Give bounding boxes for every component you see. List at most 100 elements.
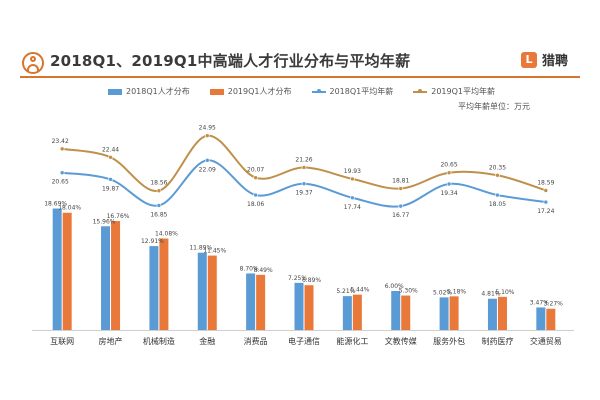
bar-label-2018-7: 6.00% — [385, 283, 404, 290]
salary-label-2018-5: 19.37 — [295, 190, 312, 197]
bar-2018-7 — [391, 291, 401, 330]
salary-label-2019-4: 20.07 — [247, 167, 264, 174]
person-icon-head — [30, 56, 36, 62]
legend-item-bar2018: 2018Q1人才分布 — [108, 86, 190, 97]
category-label-7: 文教传媒 — [385, 336, 417, 346]
salary-point-2018-9 — [495, 192, 500, 198]
brand-logo: L 猎聘 — [521, 50, 568, 69]
bar-2019-2 — [159, 238, 169, 330]
category-label-0: 互联网 — [50, 337, 74, 346]
bar-label-2019-3: 11.45% — [203, 248, 226, 255]
salary-point-2019-4 — [253, 175, 258, 181]
salary-label-2019-8: 20.65 — [440, 162, 457, 169]
bar-2018-0 — [52, 208, 62, 330]
bar-2018-1 — [101, 226, 111, 330]
bar-2019-5 — [304, 285, 314, 330]
bar-2019-3 — [207, 255, 217, 330]
legend-label-bar2019: 2019Q1人才分布 — [227, 87, 292, 96]
bar-2019-1 — [111, 221, 121, 330]
salary-point-2019-3 — [204, 133, 210, 138]
bar-label-2018-3: 11.89% — [189, 245, 212, 252]
salary-label-2019-10: 18.59 — [537, 179, 554, 186]
bar-2019-4 — [256, 274, 266, 330]
category-label-3: 金融 — [199, 336, 215, 346]
salary-label-2018-8: 19.34 — [440, 190, 457, 197]
bar-2019-9 — [497, 296, 507, 330]
bar-2019-8 — [449, 296, 459, 330]
bar-label-2018-2: 12.91% — [141, 238, 164, 245]
salary-point-2019-5 — [301, 165, 307, 170]
salary-point-2019-2 — [156, 188, 162, 194]
salary-point-2019-10 — [543, 188, 549, 193]
person-icon — [22, 52, 44, 74]
salary-label-2018-3: 22.09 — [199, 166, 216, 173]
salary-label-2019-6: 19.93 — [344, 168, 361, 175]
salary-label-2019-5: 21.26 — [295, 156, 312, 163]
title-divider — [20, 76, 580, 78]
salary-point-2018-5 — [301, 181, 307, 187]
chart-title: 2018Q1、2019Q1中高端人才行业分布与平均年薪 — [50, 52, 411, 70]
salary-point-2018-7 — [398, 203, 404, 209]
bar-label-2019-7: 5.30% — [399, 288, 418, 295]
salary-label-2019-2: 18.56 — [150, 180, 167, 187]
salary-point-2019-7 — [398, 186, 404, 191]
salary-point-2018-6 — [350, 195, 355, 201]
salary-point-2018-0 — [59, 170, 65, 176]
bar-label-2019-0: 18.04% — [58, 205, 81, 212]
salary-label-2019-3: 24.95 — [199, 125, 216, 132]
bar-2019-7 — [401, 295, 411, 330]
salary-point-2018-3 — [204, 158, 210, 163]
salary-line-2019 — [62, 134, 547, 192]
salary-point-2019-1 — [108, 154, 113, 160]
bar-label-2018-6: 5.21% — [336, 288, 355, 295]
salary-label-2019-7: 18.81 — [392, 178, 409, 185]
bar-2019-0 — [62, 212, 72, 330]
category-label-10: 交通贸易 — [530, 336, 562, 346]
legend-item-bar2019: 2019Q1人才分布 — [209, 86, 292, 97]
person-icon-body — [27, 64, 39, 71]
bar-label-2018-9: 4.81% — [481, 291, 500, 298]
category-label-1: 房地产 — [99, 336, 123, 346]
category-label-4: 消费品 — [244, 336, 268, 346]
bar-label-2018-4: 8.70% — [240, 265, 259, 272]
salary-label-2019-9: 20.35 — [489, 164, 506, 171]
category-label-2: 机械制造 — [143, 336, 175, 346]
category-label-9: 制药医疗 — [481, 336, 513, 346]
salary-label-2018-6: 17.74 — [344, 204, 361, 211]
bar-label-2019-2: 14.08% — [155, 230, 178, 237]
salary-point-2018-2 — [156, 203, 162, 208]
salary-point-2019-6 — [350, 176, 355, 182]
legend-swatch-line2018 — [311, 88, 326, 93]
bar-2018-9 — [487, 298, 497, 330]
salary-point-2019-9 — [495, 172, 500, 178]
legend-label-line2019: 2019Q1平均年薪 — [431, 87, 495, 96]
salary-label-2018-4: 18.06 — [247, 201, 264, 208]
salary-label-2019-0: 23.42 — [52, 138, 69, 145]
bar-label-2019-10: 3.27% — [544, 301, 563, 308]
bar-label-2019-5: 6.89% — [302, 277, 321, 284]
bar-2019-10 — [546, 308, 556, 330]
salary-label-2018-1: 19.87 — [102, 185, 119, 192]
bar-2018-6 — [342, 296, 352, 330]
legend-label-bar2018: 2018Q1人才分布 — [126, 87, 190, 96]
bar-label-2019-8: 5.18% — [447, 288, 466, 295]
salary-point-2018-4 — [253, 192, 258, 198]
salary-label-2018-10: 17.24 — [537, 208, 554, 215]
legend-label-line2018: 2018Q1平均年薪 — [329, 87, 394, 96]
legend: 2018Q1人才分布 2019Q1人才分布 2018Q1平均年薪 2019Q1平… — [108, 86, 495, 97]
bar-label-2018-1: 15.96% — [93, 218, 116, 225]
bar-2019-6 — [352, 294, 362, 330]
salary-label-2018-7: 16.77 — [392, 212, 409, 219]
brand-name: 猎聘 — [542, 54, 569, 69]
salary-point-2019-8 — [446, 170, 452, 176]
bar-label-2019-4: 8.49% — [254, 267, 273, 274]
unit-note: 平均年薪单位：万元 — [458, 102, 530, 111]
legend-swatch-bar2018 — [108, 88, 122, 95]
bar-label-2019-9: 5.10% — [495, 289, 514, 296]
bar-label-2018-5: 7.25% — [288, 275, 307, 282]
salary-point-2018-10 — [543, 199, 549, 205]
salary-point-2019-0 — [59, 146, 65, 152]
bar-2018-8 — [439, 297, 449, 330]
